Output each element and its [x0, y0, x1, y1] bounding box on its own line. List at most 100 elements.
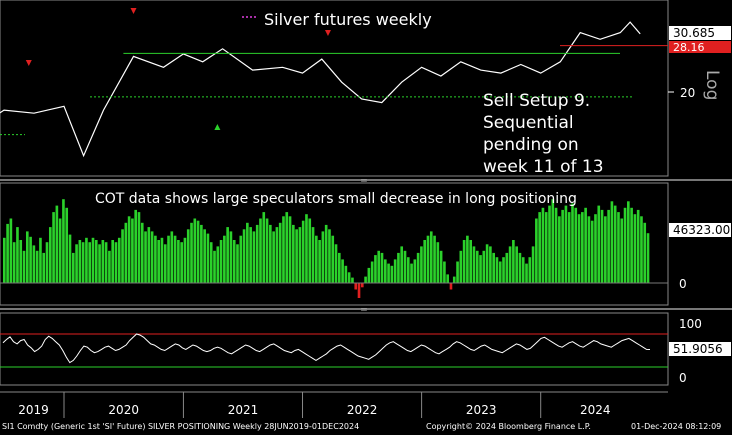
cot-bar	[344, 265, 348, 283]
cot-bar	[32, 245, 36, 283]
cot-bar	[262, 212, 266, 284]
cot-bar	[282, 216, 285, 283]
cot-bar	[551, 199, 555, 283]
cot-bar	[518, 252, 522, 283]
cot-bar	[68, 234, 72, 283]
cot-bar	[354, 283, 358, 290]
cot-bar	[219, 240, 223, 283]
cot-bar	[535, 218, 538, 283]
cot-bar	[347, 272, 351, 284]
cot-bar	[387, 263, 390, 283]
cot-bar	[255, 224, 259, 283]
cot-bar	[623, 207, 627, 284]
cot-bar	[196, 220, 200, 284]
price-secondary-value: 28.16	[673, 41, 705, 54]
cot-bar	[124, 222, 128, 283]
annotation-line-3: pending on	[483, 135, 579, 155]
cot-bar	[104, 242, 108, 284]
cot-bar	[436, 242, 440, 284]
footer-bar	[0, 420, 732, 435]
cot-bar	[410, 263, 413, 283]
x-tick-label: 2020	[108, 403, 139, 417]
cot-bar	[144, 231, 147, 283]
cot-bar	[574, 207, 578, 284]
cot-bar	[380, 252, 384, 283]
cot-tick-0-label: 0	[679, 277, 687, 291]
cot-bar	[459, 250, 463, 284]
cot-bar	[12, 242, 16, 284]
cot-bar	[52, 212, 55, 284]
cot-bar	[607, 209, 610, 283]
cot-bar	[334, 244, 338, 283]
cot-bar	[554, 207, 558, 284]
cot-bar	[147, 227, 151, 283]
cot-bar	[482, 250, 486, 284]
cot-bar	[232, 240, 236, 283]
cot-title: COT data shows large speculators small d…	[95, 191, 577, 207]
log-scale-label[interactable]: Log	[702, 70, 722, 100]
cot-bar	[94, 240, 98, 283]
cot-bar	[328, 229, 331, 284]
cot-bar	[65, 207, 69, 284]
cot-bar	[265, 218, 269, 283]
cot-bar	[485, 244, 489, 283]
oscillator-line	[2, 333, 651, 364]
cot-bar	[462, 240, 466, 283]
cot-bar	[272, 231, 275, 283]
footer-security-description: SI1 Comdty (Generic 1st 'SI' Future) SIL…	[2, 422, 360, 431]
cot-bar	[374, 255, 377, 283]
cot-bar	[403, 250, 407, 284]
cot-bar	[406, 257, 410, 283]
cot-bar	[472, 246, 476, 283]
price-panel-frame	[0, 0, 669, 177]
cot-bar	[71, 252, 75, 283]
cot-bar	[452, 276, 456, 284]
cot-bar	[278, 222, 282, 283]
cot-bar	[3, 237, 6, 283]
cot-bar	[469, 240, 472, 283]
cot-bar	[108, 250, 111, 284]
cot-bar	[466, 235, 469, 283]
cot-bar	[521, 257, 525, 283]
price-title: Silver futures weekly	[264, 10, 432, 29]
cot-layer	[0, 199, 668, 298]
x-tick-label: 2019	[18, 403, 49, 417]
cot-bar	[216, 246, 220, 283]
cot-bar	[39, 237, 42, 283]
cot-bar	[121, 229, 124, 284]
divider-grip-1[interactable]: ═	[360, 176, 367, 185]
cot-bar	[561, 209, 564, 283]
cot-bar	[177, 240, 180, 283]
cot-bar	[390, 265, 394, 283]
cot-bar	[288, 216, 292, 283]
cot-bar	[186, 229, 190, 284]
divider-grip-2[interactable]: ═	[360, 305, 367, 314]
annotation-line-4: week 11 of 13	[483, 157, 604, 177]
cot-bar	[489, 246, 492, 283]
x-tick-label: 2024	[580, 403, 611, 417]
cot-bar	[226, 227, 229, 283]
cot-bar	[475, 250, 479, 284]
cot-bar	[160, 237, 164, 283]
cot-bar	[439, 250, 443, 284]
td-annotation: Sell Setup 9. Sequential pending on week…	[483, 90, 604, 178]
cot-bar	[117, 237, 121, 283]
cot-bar	[167, 235, 170, 283]
cot-bar	[19, 240, 23, 283]
cot-bar	[140, 222, 144, 283]
cot-bar	[426, 235, 430, 283]
sell-arrow-1	[130, 8, 137, 14]
cot-bar	[617, 212, 620, 284]
cot-bar	[35, 250, 39, 284]
cot-bar	[498, 261, 502, 283]
cot-bar	[505, 252, 509, 283]
cot-bar	[604, 216, 607, 283]
cot-bar	[55, 205, 59, 283]
x-axis: 2019 2020 2021 2022 2023 2024	[0, 391, 668, 418]
cot-bar	[360, 283, 364, 288]
sell-arrow-0	[25, 60, 32, 66]
cot-bar	[42, 252, 46, 283]
cot-bar	[315, 235, 318, 283]
cot-bar	[252, 231, 256, 283]
cot-bar	[558, 216, 561, 283]
